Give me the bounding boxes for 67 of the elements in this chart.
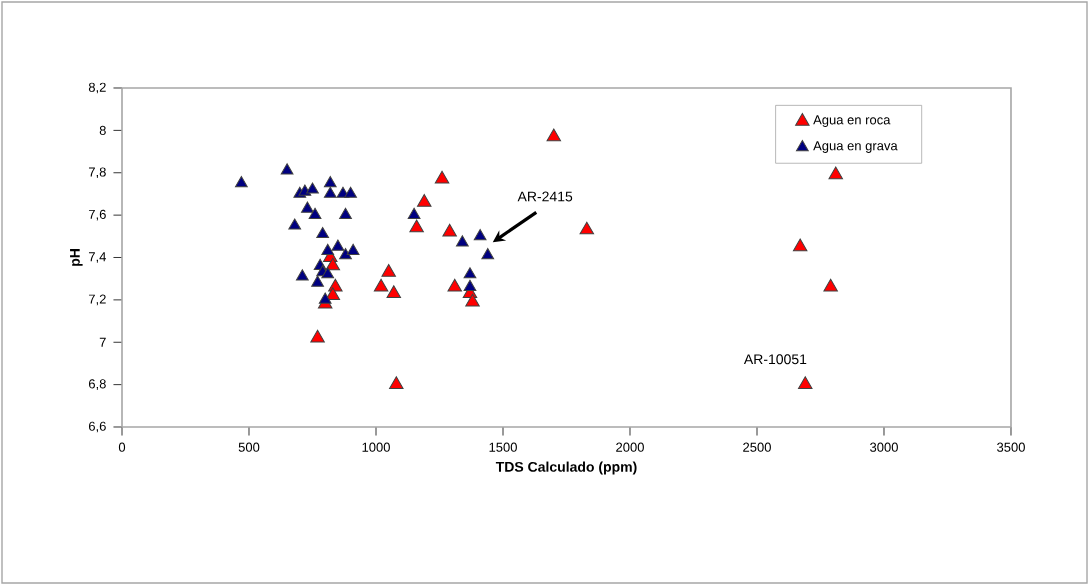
point [473,229,487,241]
point [455,235,469,247]
point [463,279,477,292]
legend-label: Agua en grava [813,141,898,153]
y-tick-label: 8 [99,125,106,135]
point [321,243,335,256]
point [323,186,337,198]
x-tick-label: 500 [238,442,260,452]
point [306,182,319,194]
legend-label: Agua en roca [813,115,891,127]
y-axis-title: pH [70,249,83,266]
point [323,176,337,188]
annotation: AR-2415 [517,191,573,202]
point [828,166,843,180]
point [447,278,462,292]
point [339,207,352,220]
point [579,221,595,235]
y-tick-label: 7,2 [88,294,106,306]
y-tick-label: 6,6 [88,421,106,433]
point [310,329,325,343]
point [463,267,477,279]
point [321,267,335,279]
point [308,207,322,220]
point [339,248,352,260]
y-tick-label: 8,2 [88,82,106,94]
point [792,238,808,252]
point [381,264,396,277]
point [389,376,404,390]
point [481,248,495,260]
annotation: AR-10051 [743,354,807,365]
point [280,163,294,175]
point [465,293,480,307]
point [409,219,424,233]
point [295,269,309,281]
point [331,239,345,251]
y-tick-label: 7,6 [88,209,106,221]
point [407,207,421,220]
point [386,285,402,298]
point [546,128,562,142]
x-tick-label: 3500 [997,442,1025,452]
y-tick-label: 7 [99,337,106,347]
point [373,278,389,292]
x-tick-label: 0 [118,442,126,452]
x-tick-label: 3000 [870,442,898,452]
point [417,194,432,207]
x-axis-title: TDS Calculado (ppm) [495,461,637,475]
point [311,275,324,287]
point [434,170,450,184]
point [316,226,330,239]
y-tick-label: 7,8 [88,167,106,179]
x-tick-label: 1500 [489,442,517,452]
point [318,292,332,304]
x-tick-label: 2000 [616,442,644,452]
point [301,201,314,213]
x-tick-label: 2500 [743,442,771,452]
point [823,278,838,292]
point [288,218,302,230]
point [344,186,357,198]
point [798,376,813,390]
y-tick-label: 7,4 [88,252,107,263]
y-tick-label: 6,8 [88,379,106,390]
point [325,287,341,301]
point [346,243,360,256]
x-tick-label: 1000 [362,442,390,452]
point [325,257,341,271]
point [442,223,457,237]
point [235,176,248,188]
